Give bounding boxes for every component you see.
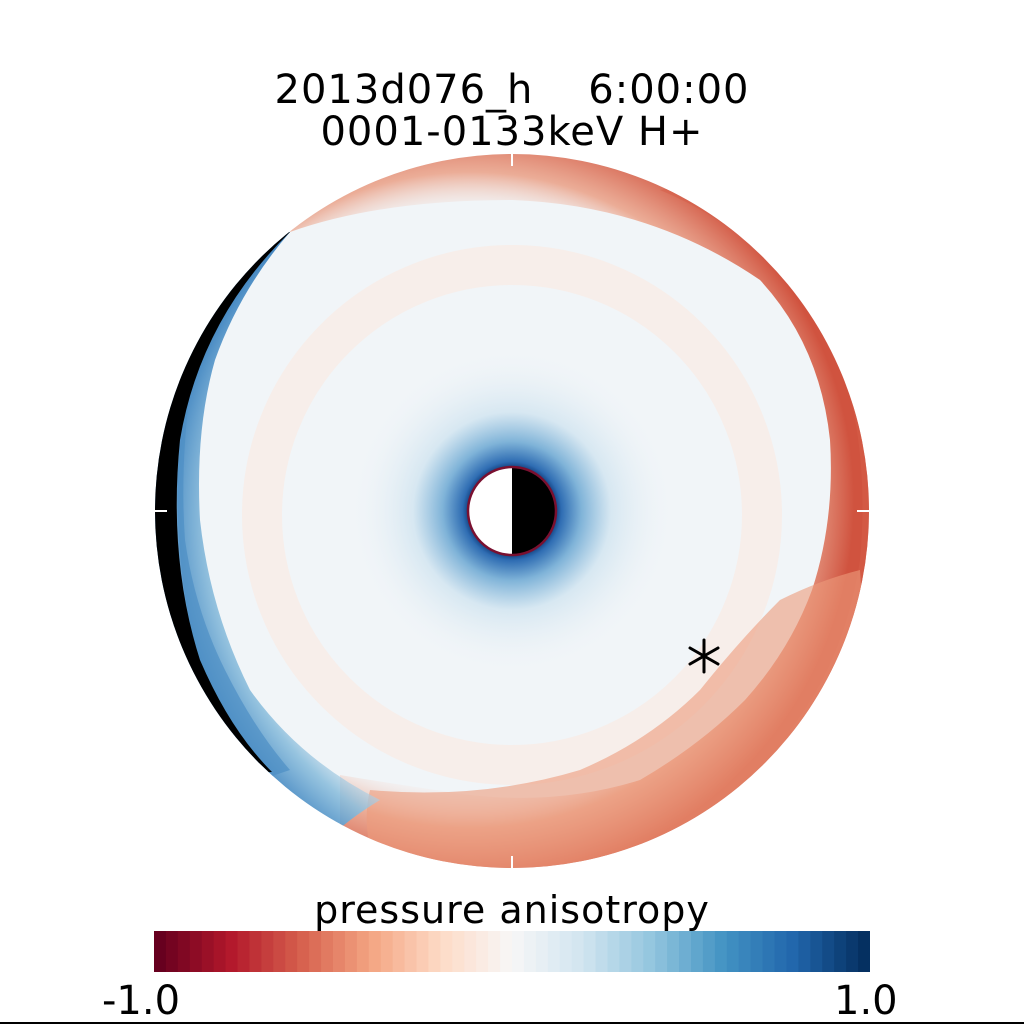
colorbar-step xyxy=(631,931,644,972)
colorbar-step xyxy=(261,931,274,972)
colorbar-step xyxy=(177,931,191,972)
colorbar-step xyxy=(392,931,406,972)
colorbar-step xyxy=(595,931,609,972)
colorbar-step xyxy=(571,931,585,972)
colorbar-step xyxy=(165,931,179,972)
colorbar-step xyxy=(404,931,418,972)
bottom-border xyxy=(0,1022,1024,1024)
colorbar-step xyxy=(714,931,728,972)
colorbar-step xyxy=(273,931,286,972)
colorbar-step xyxy=(559,931,573,972)
colorbar-step xyxy=(523,931,537,972)
colorbar-step xyxy=(189,931,203,972)
colorbar-step xyxy=(368,931,382,972)
colorbar-step xyxy=(500,931,513,972)
colorbar-step xyxy=(762,931,776,972)
colorbar-step xyxy=(249,931,262,972)
colorbar-step xyxy=(679,931,692,972)
colorbar-step xyxy=(309,931,322,972)
colorbar-step xyxy=(321,931,334,972)
colorbar xyxy=(154,931,870,972)
colorbar-step xyxy=(607,931,620,972)
colorbar-step xyxy=(834,931,847,972)
colorbar-step xyxy=(822,931,835,972)
earth-icon xyxy=(466,465,558,557)
colorbar-step xyxy=(691,931,704,972)
colorbar-step xyxy=(333,931,346,972)
colorbar-step xyxy=(535,931,549,972)
colorbar-step xyxy=(213,931,227,972)
colorbar-step xyxy=(452,931,465,972)
colorbar-step xyxy=(643,931,656,972)
blue-limb-band xyxy=(177,236,290,780)
colorbar-step xyxy=(356,931,370,972)
colorbar-step xyxy=(786,931,799,972)
colorbar-step xyxy=(750,931,764,972)
colorbar-step xyxy=(619,931,632,972)
colorbar-step xyxy=(702,931,716,972)
colorbar-step xyxy=(464,931,477,972)
pink-ring xyxy=(242,245,782,785)
colorbar-step xyxy=(237,931,251,972)
colorbar-step xyxy=(416,931,430,972)
colorbar-step xyxy=(798,931,811,972)
colorbar-max-label: 1.0 xyxy=(834,978,898,1024)
colorbar-step xyxy=(488,931,501,972)
colorbar-step xyxy=(297,931,310,972)
colorbar-step xyxy=(344,931,358,972)
colorbar-step xyxy=(774,931,788,972)
colorbar-step xyxy=(738,931,752,972)
colorbar-min-label: -1.0 xyxy=(102,978,181,1024)
colorbar-step xyxy=(476,931,489,972)
colorbar-step xyxy=(285,931,298,972)
colorbar-step xyxy=(726,931,740,972)
colorbar-step xyxy=(547,931,561,972)
colorbar-step xyxy=(846,931,859,972)
colorbar-step xyxy=(583,931,597,972)
colorbar-step xyxy=(154,931,167,972)
colorbar-step xyxy=(380,931,394,972)
colorbar-step xyxy=(225,931,239,972)
colorbar-step xyxy=(428,931,441,972)
colorbar-step xyxy=(667,931,680,972)
colorbar-label: pressure anisotropy xyxy=(314,888,710,932)
colorbar-step xyxy=(655,931,668,972)
colorbar-step xyxy=(810,931,823,972)
colorbar-step xyxy=(201,931,215,972)
chart-title-line2: 0001-0133keV H+ xyxy=(320,109,704,155)
asterisk-marker xyxy=(688,638,720,674)
colorbar-step xyxy=(512,931,525,972)
colorbar-step xyxy=(440,931,453,972)
chart-title-line1: 2013d076_h 6:00:00 xyxy=(274,67,750,113)
colorbar-step xyxy=(858,931,870,972)
